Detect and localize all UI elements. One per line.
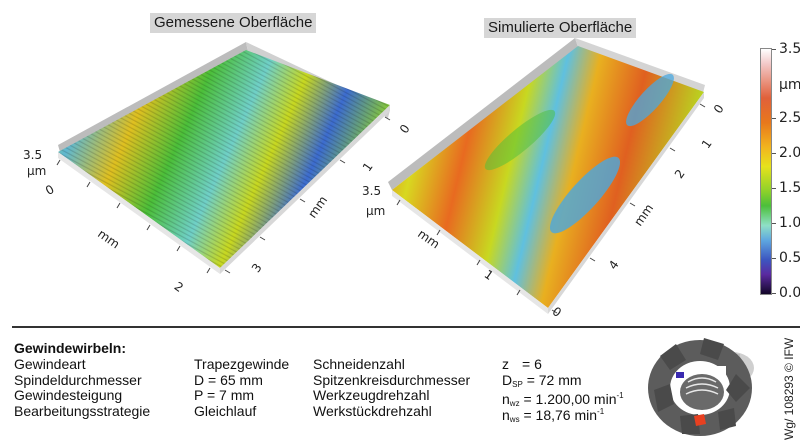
- formula-column: z = 6 DSP = 72 mm nwz = 1.200,00 min-1 nw…: [502, 356, 624, 424]
- colorbar-tick: [772, 258, 776, 259]
- right-z-unit: µm: [366, 204, 386, 218]
- param-werkstueckdrehzahl: Werkstückdrehzahl: [313, 402, 432, 419]
- value-gewindesteigung: P = 7 mm: [194, 387, 255, 403]
- colorbar-tick: [772, 153, 776, 154]
- simulated-surface-title: Simulierte Oberfläche: [484, 18, 637, 38]
- colorbar-label-2.5: 2.5: [779, 110, 800, 126]
- left-z-value: 3.5: [23, 148, 43, 162]
- value-spindeldurchmesser: D = 65 mm: [194, 371, 263, 388]
- colorbar-label-1.0: 1.0: [779, 215, 800, 231]
- measured-surface-title: Gemessene Oberfläche: [150, 13, 317, 33]
- param-schneidenzahl: Schneidenzahl: [313, 356, 405, 372]
- section-divider: [12, 326, 800, 328]
- formula-dsp: DSP = 72 mm: [502, 371, 582, 389]
- info-heading: Gewindewirbeln:: [14, 340, 127, 356]
- label-gewindesteigung: Gewindesteigung: [14, 387, 123, 403]
- formula-nwz: nwz = 1.200,00 min-1: [502, 391, 624, 408]
- whirling-tool-illustration: [648, 338, 754, 436]
- left-z-unit: µm: [27, 164, 47, 178]
- colorbar-tick: [772, 293, 776, 294]
- label-gewindeart: Gewindeart: [14, 356, 86, 372]
- colorbar-label-1.5: 1.5: [779, 180, 800, 196]
- value-column: Trapezgewinde D = 65 mm P = 7 mm Gleichl…: [194, 356, 290, 419]
- formula-nws: nws = 18,76 min-1: [502, 406, 605, 424]
- label-bearbeitungsstrategie: Bearbeitungsstrategie: [14, 402, 151, 419]
- param-column: Schneidenzahl Spitzenkreisdurchmesser We…: [313, 356, 471, 419]
- colorbar-tick: [772, 188, 776, 189]
- value-bearbeitungsstrategie: Gleichlauf: [194, 402, 257, 419]
- colorbar: [760, 48, 772, 295]
- colorbar-label-0.5: 0.5: [779, 250, 800, 266]
- label-spindeldurchmesser: Spindeldurchmesser: [14, 371, 142, 388]
- colorbar-label-0.0: 0.0: [779, 285, 800, 301]
- param-spitzenkreisdurchmesser: Spitzenkreisdurchmesser: [313, 371, 471, 388]
- colorbar-label-2.0: 2.0: [779, 145, 800, 161]
- right-z-value: 3.5: [362, 184, 382, 198]
- colorbar-label-3.5: 3.5: [779, 41, 800, 57]
- colorbar-unit: µm: [779, 77, 800, 93]
- formula-z: z = 6: [502, 356, 542, 372]
- colorbar-tick: [772, 223, 776, 224]
- param-werkzeugdrehzahl: Werkzeugdrehzahl: [313, 387, 430, 403]
- colorbar-tick: [772, 49, 776, 50]
- measured-surface-plot: [56, 38, 706, 314]
- credit-text: Wg/ 108293 © IFW: [782, 337, 796, 440]
- value-gewindeart: Trapezgewinde: [194, 356, 290, 372]
- label-column: Gewindeart Spindeldurchmesser Gewindeste…: [14, 356, 151, 419]
- colorbar-tick: [772, 118, 776, 119]
